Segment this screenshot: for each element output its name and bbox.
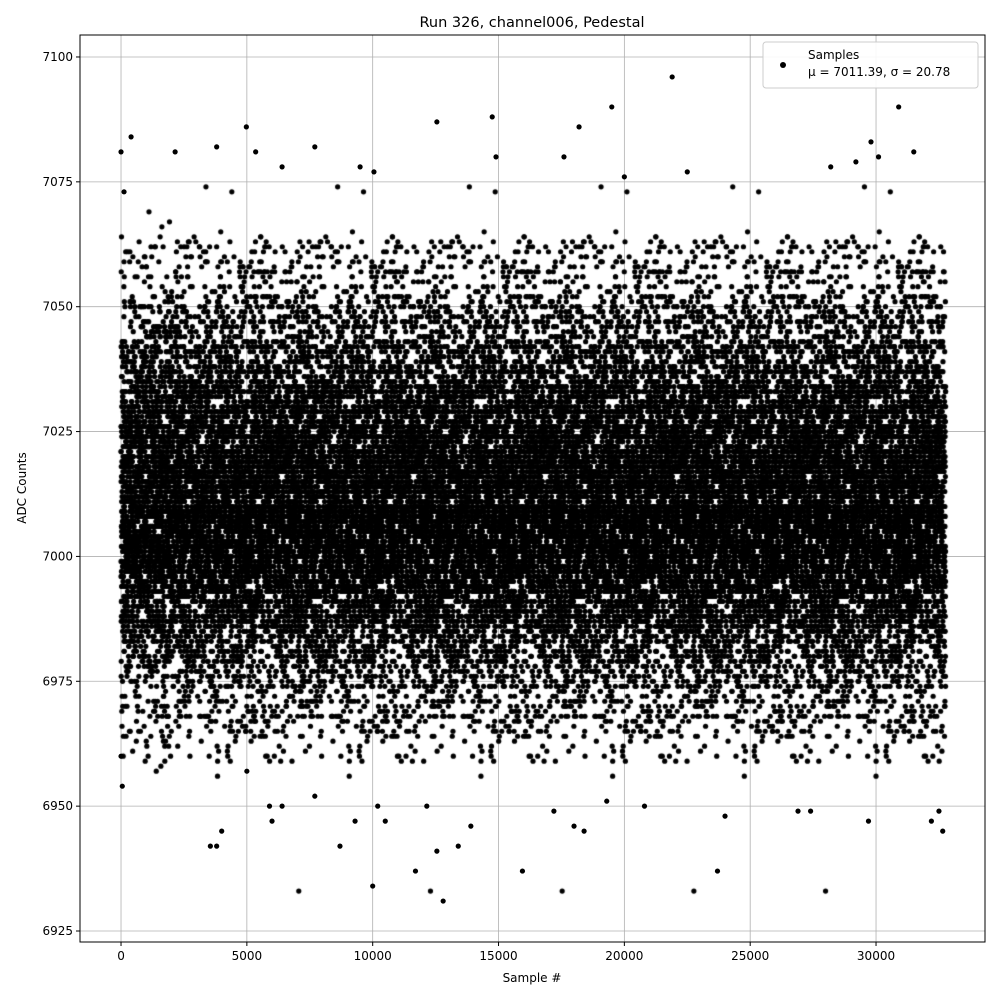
x-tick-label: 10000 bbox=[354, 949, 392, 963]
scatter-points bbox=[80, 35, 985, 942]
y-tick-label: 7100 bbox=[42, 50, 73, 64]
x-tick-label: 30000 bbox=[857, 949, 895, 963]
y-tick-label: 7000 bbox=[42, 549, 73, 563]
x-tick-label: 0 bbox=[117, 949, 125, 963]
y-tick-label: 7025 bbox=[42, 425, 73, 439]
y-tick-label: 6975 bbox=[42, 674, 73, 688]
x-tick-label: 25000 bbox=[731, 949, 769, 963]
y-axis-label: ADC Counts bbox=[15, 452, 29, 524]
chart-title: Run 326, channel006, Pedestal bbox=[419, 15, 644, 31]
x-tick-label: 15000 bbox=[479, 949, 517, 963]
y-tick-label: 6925 bbox=[42, 924, 73, 938]
x-tick-label: 20000 bbox=[605, 949, 643, 963]
x-axis-ticks: 0 5000 10000 15000 20000 25000 30000 bbox=[117, 942, 895, 963]
y-tick-label: 7075 bbox=[42, 175, 73, 189]
y-axis-ticks: 6925 6950 6975 7000 7025 7050 7075 7100 bbox=[42, 50, 80, 938]
x-tick-label: 5000 bbox=[232, 949, 263, 963]
x-axis-label: Sample # bbox=[503, 971, 562, 985]
y-tick-label: 7050 bbox=[42, 300, 73, 314]
y-tick-label: 6950 bbox=[42, 799, 73, 813]
